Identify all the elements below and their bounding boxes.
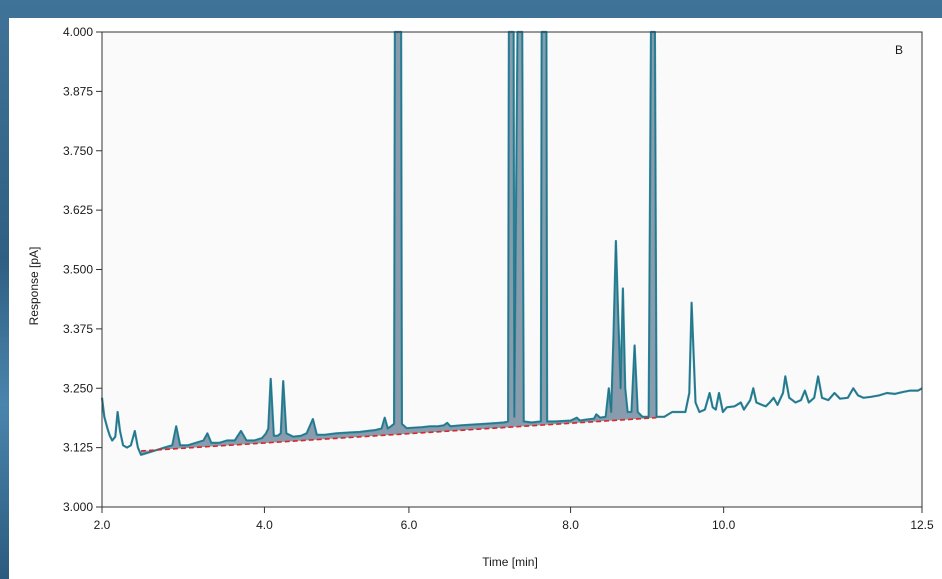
- trace-line-core: [101, 31, 923, 456]
- y-tick-label-1: 3.875: [63, 84, 93, 98]
- panel-label: B: [895, 43, 903, 57]
- y-tick-label-5: 3.375: [63, 322, 93, 336]
- chromatogram-chart: 4.000 3.875 3.750 3.625 3.500 3.375 3.250 3.125…: [27, 25, 934, 569]
- y-tick-label-2: 3.750: [63, 144, 93, 158]
- x-tick-label-3: 8.0: [562, 518, 579, 532]
- y-tick-label-6: 3.250: [63, 381, 93, 395]
- x-tick-label-2: 6.0: [401, 518, 418, 532]
- x-tick-label-1: 4.0: [256, 518, 273, 532]
- y-axis-label: Response [pA]: [27, 247, 41, 326]
- y-tick-label-7: 3.125: [63, 441, 93, 455]
- x-tick-label-0: 2.0: [94, 518, 111, 532]
- x-tick-label-4: 10.0: [712, 518, 736, 532]
- y-tick-label-8: 3.000: [63, 500, 93, 514]
- chart-panel: 4.000 3.875 3.750 3.625 3.500 3.375 3.250 3.125…: [9, 18, 942, 579]
- x-tick-label-5: 12.5: [910, 518, 934, 532]
- baseline-line: [140, 416, 657, 452]
- y-tick-label-0: 4.000: [63, 25, 93, 39]
- x-axis-label: Time [min]: [482, 555, 538, 569]
- y-tick-label-3: 3.625: [63, 203, 93, 217]
- peak-area-fill: [141, 32, 657, 455]
- y-tick-label-4: 3.500: [63, 263, 93, 277]
